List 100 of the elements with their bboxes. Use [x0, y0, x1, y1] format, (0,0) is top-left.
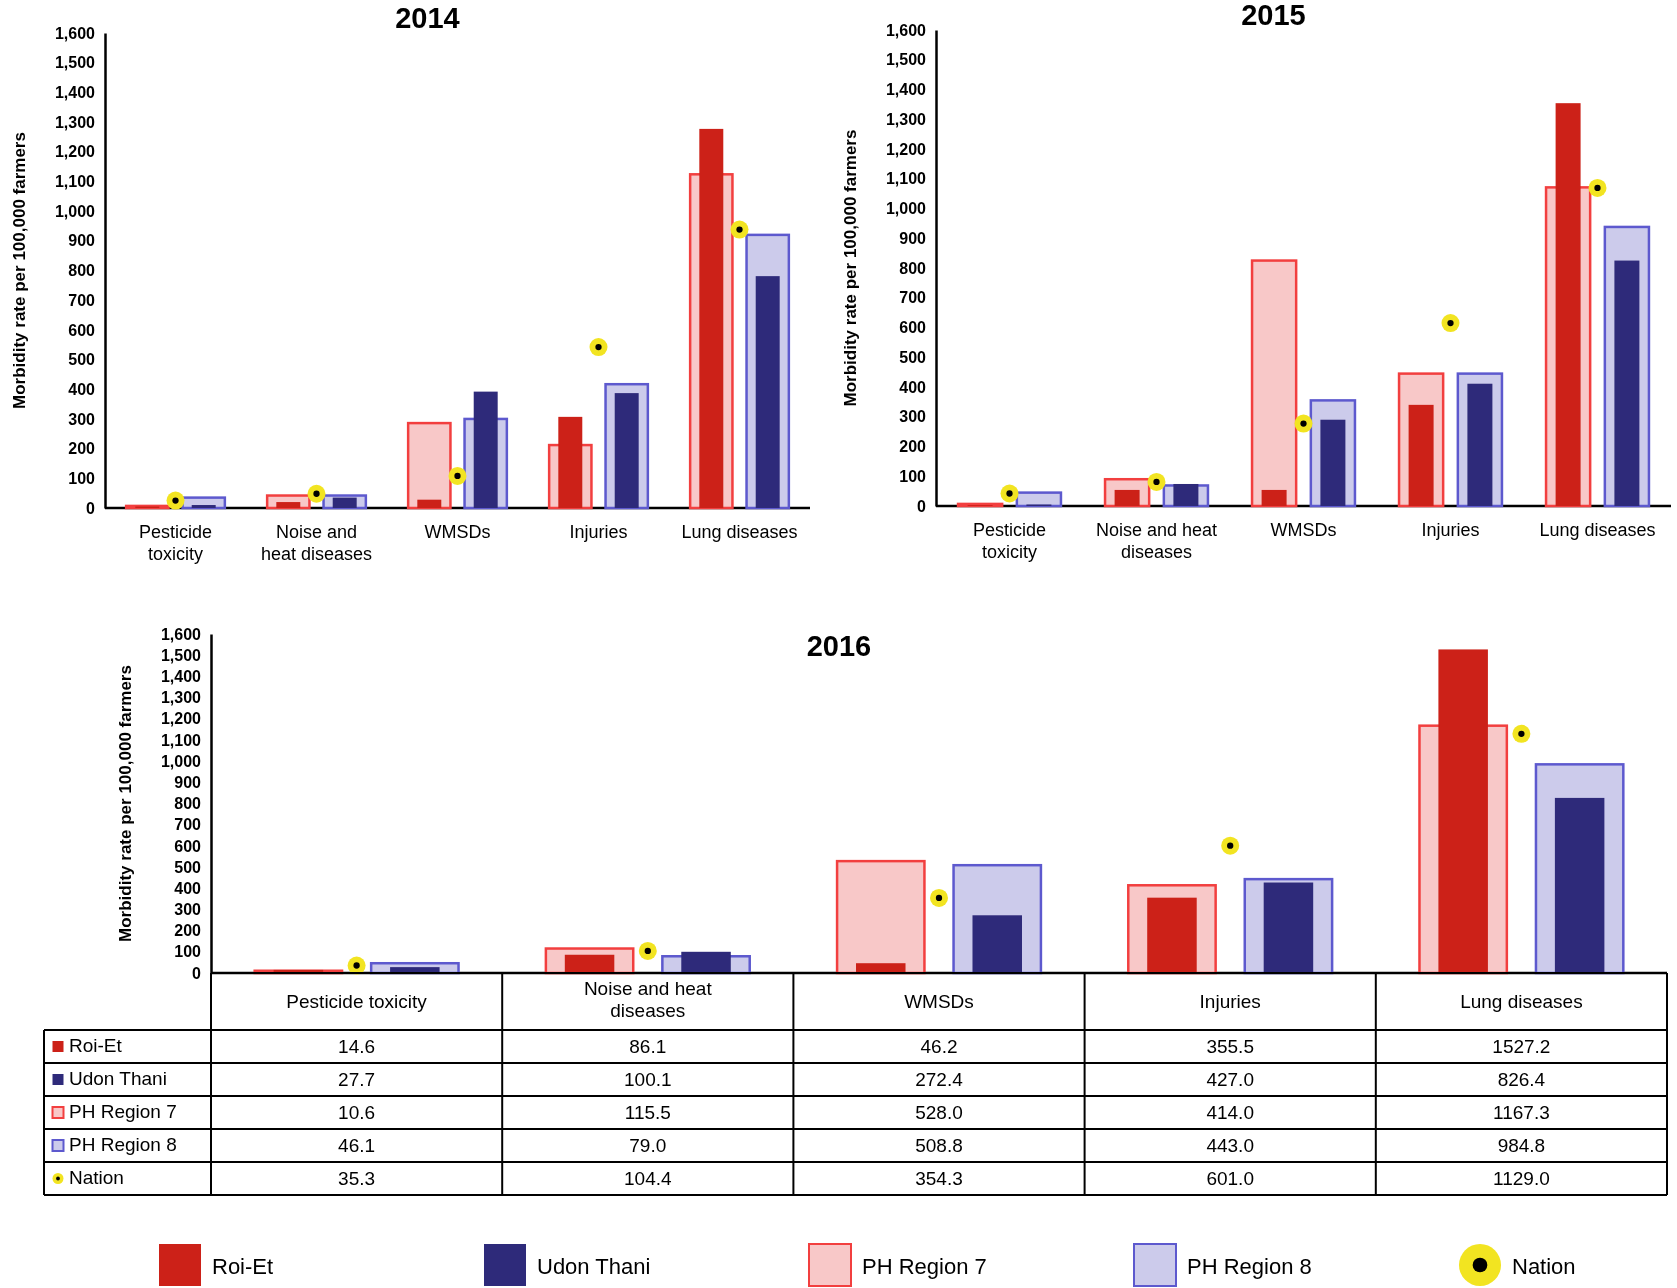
x-tick-label: Noise and heat diseases	[260, 522, 373, 564]
y-tick-label: 1,500	[160, 646, 202, 664]
y-tick-label: 800	[899, 259, 927, 277]
y-tick-label: 1,500	[885, 51, 927, 69]
y-tick-label: 700	[899, 289, 927, 307]
y-tick-label: 1,100	[885, 170, 927, 188]
legend-label: Udon Thani	[69, 1067, 167, 1089]
x-tick-label: WMSDs	[904, 991, 974, 1012]
y-tick-label: 900	[899, 229, 927, 247]
data-label: 414.0	[1206, 1101, 1254, 1123]
data-label: 355.5	[1206, 1035, 1254, 1057]
x-tick-label: WMSDs	[424, 522, 491, 542]
legend-label: PH Region 8	[69, 1133, 177, 1155]
x-tick-label: Injuries	[569, 522, 628, 542]
x-tick-label: Pesticide toxicity	[138, 522, 213, 564]
y-tick-label: 1,000	[885, 200, 927, 218]
y-tick-label: 1,500	[54, 54, 96, 72]
x-tick-label: Injuries	[1199, 991, 1261, 1012]
y-tick-label: 0	[86, 499, 96, 517]
y-tick-label: 1,600	[885, 21, 927, 39]
y-tick-label: 800	[174, 795, 202, 813]
bar	[406, 421, 452, 510]
data-label: 1527.2	[1492, 1035, 1551, 1057]
y-tick-label: 1,100	[54, 173, 96, 191]
point	[1588, 178, 1607, 197]
chart-title: 2016	[806, 629, 872, 662]
y-tick-label: 1,400	[54, 84, 96, 101]
y-tick-label: 0	[917, 497, 927, 515]
bar	[972, 915, 1022, 973]
point	[448, 466, 467, 485]
y-tick-label: 1,000	[160, 752, 202, 770]
y-tick-label: 1,400	[160, 667, 202, 685]
point	[930, 888, 948, 907]
y-tick-label: 800	[68, 262, 96, 280]
y-tick-label: 500	[899, 348, 927, 366]
y-tick-label: 1,300	[160, 689, 202, 707]
data-label: 10.6	[338, 1101, 376, 1123]
y-tick-label: 200	[899, 438, 927, 456]
point	[730, 220, 749, 239]
x-tick-label: Noise and heat diseases	[1095, 520, 1218, 562]
bar	[1250, 259, 1298, 508]
data-label: 86.1	[629, 1035, 667, 1057]
bar	[564, 954, 615, 973]
chart-title: 2014	[395, 1, 460, 34]
y-axis-title: Morbidity rate per 100,000 farmers	[841, 129, 860, 407]
bar	[558, 416, 583, 508]
data-label: 272.4	[915, 1068, 964, 1090]
y-tick-label: 0	[192, 964, 202, 982]
bar	[755, 276, 780, 508]
y-tick-label: 500	[174, 858, 202, 876]
bar	[1173, 483, 1199, 506]
point	[307, 484, 326, 503]
x-tick-label: Lung diseases	[1539, 520, 1656, 540]
point	[1441, 314, 1460, 333]
data-label: 104.4	[624, 1167, 673, 1189]
bar	[1114, 489, 1140, 506]
y-tick-label: 700	[174, 816, 202, 834]
y-tick-label: 400	[68, 380, 96, 398]
bar	[1408, 404, 1434, 506]
y-tick-label: 300	[174, 901, 202, 919]
data-label: 1167.3	[1493, 1101, 1550, 1123]
text: Nation	[69, 1166, 124, 1188]
data-label: 100.1	[624, 1068, 672, 1090]
y-tick-label: 200	[174, 922, 202, 940]
data-label: 354.3	[915, 1167, 963, 1189]
y-tick-label: 1,300	[54, 113, 96, 131]
data-label: 601.0	[1206, 1167, 1254, 1189]
y-tick-label: 1,600	[160, 625, 202, 643]
y-tick-label: 600	[174, 837, 202, 855]
legend-label: Roi-Et	[69, 1034, 123, 1056]
y-tick-label: 300	[899, 408, 927, 426]
bar	[1147, 897, 1197, 973]
bar	[473, 391, 498, 508]
text: PH Region 8	[1187, 1253, 1312, 1279]
y-tick-label: 900	[68, 232, 96, 250]
y-tick-label: 300	[68, 410, 96, 428]
x-tick-label: Pesticide toxicity	[972, 520, 1047, 562]
bar	[681, 951, 731, 973]
bar	[835, 859, 926, 975]
y-tick-label: 100	[174, 943, 202, 961]
point	[1221, 836, 1240, 855]
bar	[614, 393, 639, 508]
x-tick-label: Lung diseases	[1460, 991, 1583, 1012]
bar	[1320, 419, 1346, 506]
text: PH Region 7	[862, 1253, 987, 1279]
x-tick-label: Lung diseases	[681, 522, 798, 542]
data-label: 443.0	[1206, 1134, 1254, 1156]
point	[1294, 414, 1313, 433]
point	[1000, 484, 1019, 503]
bar	[1614, 260, 1640, 506]
bar	[856, 963, 906, 973]
data-label: 826.4	[1497, 1068, 1546, 1090]
y-tick-label: 900	[174, 773, 202, 791]
data-label: 1129.0	[1493, 1167, 1550, 1189]
y-tick-label: 1,400	[885, 81, 927, 99]
bar	[276, 502, 301, 508]
y-tick-label: 400	[174, 879, 202, 897]
data-label: 115.5	[624, 1101, 671, 1123]
bar	[332, 497, 357, 508]
y-tick-label: 1,000	[54, 202, 96, 220]
